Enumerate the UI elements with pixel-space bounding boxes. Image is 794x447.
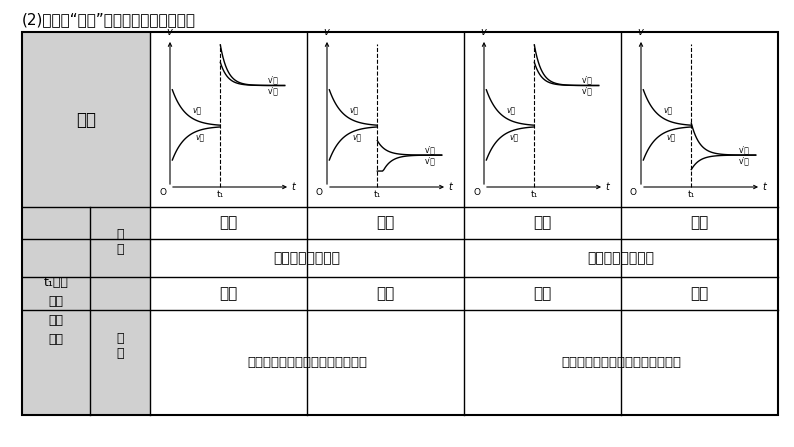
Text: t₁: t₁: [688, 190, 695, 199]
Text: t₁: t₁: [530, 190, 538, 199]
Text: 压
强: 压 强: [116, 332, 124, 360]
Text: O: O: [473, 188, 480, 197]
Text: 升高: 升高: [219, 215, 237, 231]
Text: v: v: [637, 27, 643, 37]
Bar: [22, 32, 778, 415]
Text: v′正: v′正: [581, 76, 592, 84]
Text: v′正: v′正: [268, 86, 278, 96]
Text: O: O: [630, 188, 637, 197]
Text: 降低: 降低: [376, 215, 395, 231]
Text: v正: v正: [349, 107, 358, 116]
Text: v逆: v逆: [196, 134, 205, 143]
Text: (2)常见含“断点”的速率－时间图像分析: (2)常见含“断点”的速率－时间图像分析: [22, 12, 196, 27]
Text: 降低: 降低: [690, 215, 708, 231]
Text: v逆: v逆: [667, 134, 676, 143]
Bar: [150, 32, 778, 415]
Text: t: t: [762, 182, 766, 192]
Text: 增大: 增大: [534, 286, 552, 301]
Text: 正反应为放热反应: 正反应为放热反应: [273, 251, 341, 265]
Text: 正反应为气体物质的量增大的反应: 正反应为气体物质的量增大的反应: [247, 356, 367, 369]
Text: 减小: 减小: [690, 286, 708, 301]
Text: t₁时刻
所改
变的
条件: t₁时刻 所改 变的 条件: [44, 276, 68, 346]
Text: v: v: [323, 27, 329, 37]
Text: t₁: t₁: [217, 190, 224, 199]
Text: 图像: 图像: [76, 110, 96, 128]
Text: v正: v正: [192, 107, 201, 116]
Text: v: v: [166, 27, 172, 37]
Text: 正反应为气体物质的量减小的反应: 正反应为气体物质的量减小的反应: [561, 356, 681, 369]
Text: O: O: [316, 188, 323, 197]
Text: v′逆: v′逆: [581, 86, 592, 96]
Bar: [22, 32, 150, 415]
Text: v正: v正: [663, 107, 672, 116]
Text: v: v: [480, 27, 486, 37]
Text: v′逆: v′逆: [424, 156, 435, 165]
Text: 温
度: 温 度: [116, 228, 124, 256]
Text: v′正: v′正: [424, 145, 435, 154]
Text: 升高: 升高: [534, 215, 552, 231]
Text: t₁: t₁: [374, 190, 381, 199]
Text: v′逆: v′逆: [268, 76, 278, 84]
Text: v逆: v逆: [510, 134, 519, 143]
Text: t: t: [448, 182, 452, 192]
Text: O: O: [159, 188, 166, 197]
Text: v逆: v逆: [353, 134, 362, 143]
Text: v′逆: v′逆: [738, 145, 750, 154]
Text: t: t: [605, 182, 609, 192]
Text: v′正: v′正: [738, 156, 750, 165]
Text: 正反应为吸热反应: 正反应为吸热反应: [588, 251, 654, 265]
Text: t: t: [291, 182, 295, 192]
Text: 增大: 增大: [219, 286, 237, 301]
Text: 减小: 减小: [376, 286, 395, 301]
Text: v正: v正: [506, 107, 515, 116]
